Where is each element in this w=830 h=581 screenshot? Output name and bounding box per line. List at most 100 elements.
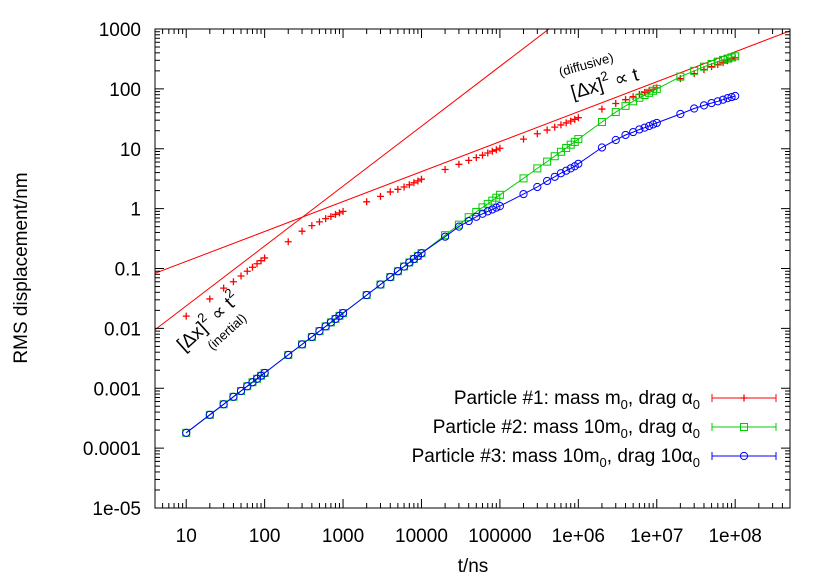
data-point [376,280,385,289]
data-point [260,368,269,378]
data-point [206,295,214,303]
data-point [182,428,191,437]
data-point [322,215,330,223]
legend-entry-2-part: 0 [693,426,700,441]
legend-sample-marker [739,451,749,461]
data-point [611,135,620,145]
data-point [399,262,409,271]
data-point [484,149,492,157]
data-point [236,386,246,396]
data-point [338,308,348,318]
data-point [410,179,418,187]
annotation-inertial: [Δx]2 ∝ t2 (inertial) [173,285,249,356]
data-point [612,99,620,107]
data-point [284,350,293,360]
data-point [676,109,685,119]
annotation-diffusive-base: [Δx] [569,75,606,104]
data-point [723,54,732,63]
data-point [284,238,292,246]
data-point [417,175,425,183]
legend-entry-3-part: 0 [600,455,607,470]
data-point [400,183,408,191]
y-tick-label: 1 [130,200,141,221]
data-point [417,249,426,258]
data-point [386,272,395,282]
data-point [621,101,630,110]
data-point [488,196,497,205]
data-point [611,108,620,117]
data-point [315,218,323,226]
data-point [550,152,559,161]
data-point [707,98,716,108]
data-point [483,207,492,216]
data-point [315,327,324,336]
data-point [327,212,335,220]
annotation-diffusive: (diffusive) [Δx]2 ∝ t [557,50,642,104]
x-tick-label: 10000 [395,526,448,547]
series-3 [182,91,740,437]
data-point [649,120,658,129]
y-tick-label: 10 [120,140,141,161]
data-point [257,257,265,265]
y-tick-label: 0.01 [104,319,141,340]
data-point [597,143,607,152]
data-point [362,290,371,300]
data-point [640,91,649,100]
data-point [551,123,559,131]
data-point [335,209,343,217]
data-point [731,91,740,101]
data-point [363,198,371,206]
data-point [219,400,228,409]
data-point [566,140,575,149]
data-point [640,123,649,132]
data-point [645,121,654,131]
data-point [455,160,463,168]
data-point [533,182,542,192]
x-tick-label: 1e+08 [708,526,761,547]
annotation-diffusive-op: ∝ t [607,64,642,92]
data-point [519,189,528,199]
data-point [441,166,449,174]
data-point [574,114,582,122]
data-point [220,284,228,292]
data-point [727,92,736,102]
data-point [567,117,575,125]
data-point [533,130,541,138]
y-tick-label: 100 [109,80,141,101]
data-point [308,222,316,230]
data-point [488,147,496,155]
data-point [440,232,450,241]
data-point [676,72,685,81]
data-point [386,188,394,196]
legend-entry-3: Particle #3: mass 10m0, drag 10α0 [412,446,700,470]
legend-entry-1-part: 0 [693,397,700,412]
x-tick-label: 1e+07 [630,526,683,547]
data-point [339,207,347,215]
tick-labels: 10 100 1000 10000 100000 1e+06 1e+07 1e+081e-05… [83,20,762,547]
data-point [699,62,708,71]
data-point [298,227,306,235]
data-point [597,117,606,126]
data-point [731,52,740,61]
data-point [253,260,261,268]
data-point [699,101,709,110]
data-point [261,254,269,262]
x-tick-label: 100000 [468,526,531,547]
data-point [556,169,566,178]
x-tick-label: 10 [176,526,197,547]
data-point [414,177,422,185]
data-point [543,176,552,186]
data-point [465,156,473,164]
data-point [454,222,464,231]
data-point [229,278,237,286]
legend-sample-marker [740,423,748,431]
y-axis-label: RMS displacement/nm [11,172,32,363]
data-point [479,151,487,159]
x-axis-label: t/ns [458,556,489,577]
data-point [543,126,551,134]
x-tick-label: 1000 [322,526,364,547]
data-point [533,164,542,173]
legend-entry-2-part: Particle #2: mass 10m [433,417,621,438]
